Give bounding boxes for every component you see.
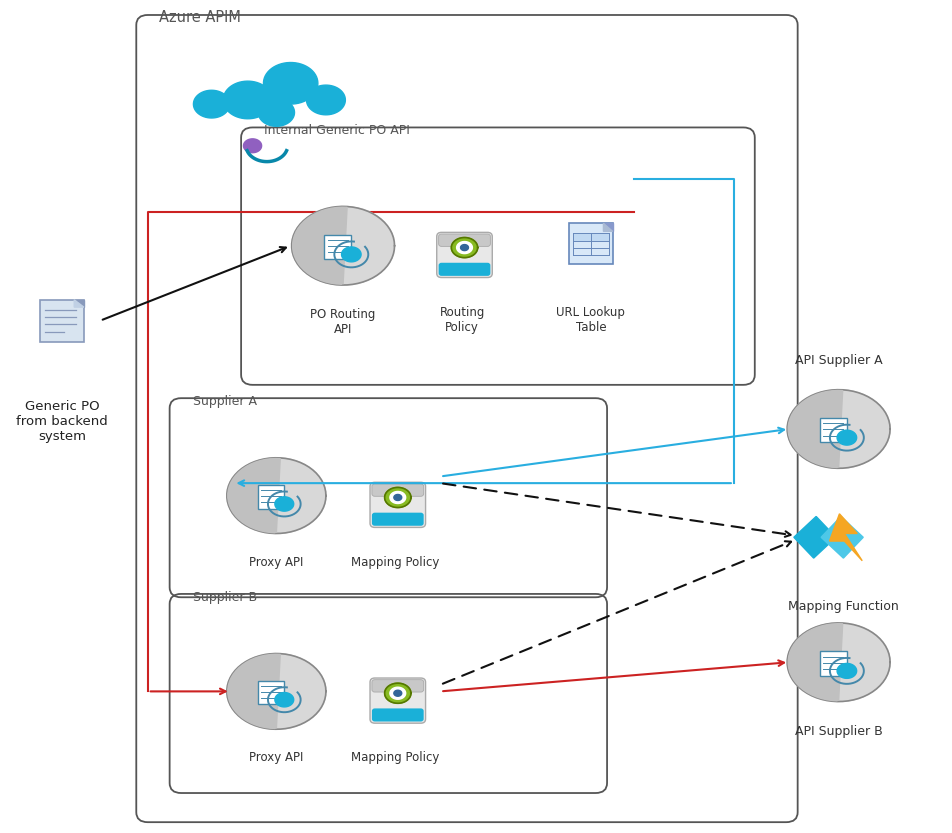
Polygon shape: [836, 430, 856, 445]
Text: Proxy API: Proxy API: [248, 751, 304, 765]
Text: URL Lookup
Table: URL Lookup Table: [556, 306, 625, 334]
Polygon shape: [786, 390, 889, 468]
Polygon shape: [836, 663, 856, 678]
Polygon shape: [786, 623, 889, 701]
Polygon shape: [274, 496, 293, 511]
FancyBboxPatch shape: [438, 234, 490, 247]
Text: Mapping Policy: Mapping Policy: [351, 751, 439, 765]
Polygon shape: [389, 491, 406, 503]
FancyBboxPatch shape: [371, 484, 424, 496]
Polygon shape: [292, 207, 347, 284]
Polygon shape: [307, 85, 345, 115]
FancyBboxPatch shape: [371, 708, 424, 721]
Text: Mapping Function: Mapping Function: [787, 600, 898, 613]
Polygon shape: [228, 654, 280, 729]
FancyBboxPatch shape: [568, 223, 612, 263]
Text: Mapping Policy: Mapping Policy: [351, 556, 439, 569]
Polygon shape: [258, 98, 294, 127]
Polygon shape: [393, 691, 402, 696]
Polygon shape: [828, 514, 862, 561]
Polygon shape: [243, 139, 262, 152]
Polygon shape: [74, 300, 84, 307]
FancyBboxPatch shape: [436, 232, 492, 277]
Text: API Supplier A: API Supplier A: [794, 353, 882, 367]
FancyBboxPatch shape: [438, 262, 490, 276]
Text: Supplier A: Supplier A: [192, 395, 256, 408]
FancyBboxPatch shape: [258, 681, 284, 704]
FancyBboxPatch shape: [572, 233, 608, 241]
FancyBboxPatch shape: [371, 680, 424, 692]
Polygon shape: [460, 245, 468, 251]
Polygon shape: [456, 242, 472, 253]
Text: Internal Generic PO API: Internal Generic PO API: [264, 124, 409, 137]
Polygon shape: [389, 687, 406, 699]
Polygon shape: [603, 223, 612, 232]
FancyBboxPatch shape: [369, 678, 426, 723]
FancyBboxPatch shape: [258, 485, 284, 508]
FancyBboxPatch shape: [40, 300, 84, 342]
Text: Azure APIM: Azure APIM: [159, 10, 241, 25]
Polygon shape: [385, 487, 410, 507]
Polygon shape: [274, 692, 293, 707]
Polygon shape: [821, 516, 863, 558]
Polygon shape: [793, 516, 835, 558]
FancyBboxPatch shape: [369, 482, 426, 527]
Polygon shape: [263, 62, 318, 104]
Polygon shape: [74, 300, 84, 307]
Polygon shape: [341, 247, 361, 262]
Polygon shape: [603, 223, 612, 232]
Text: PO Routing
API: PO Routing API: [310, 308, 375, 337]
FancyBboxPatch shape: [819, 651, 845, 676]
Polygon shape: [193, 90, 229, 118]
FancyBboxPatch shape: [371, 512, 424, 526]
Text: Proxy API: Proxy API: [248, 556, 304, 569]
Polygon shape: [787, 391, 842, 467]
Polygon shape: [385, 683, 410, 703]
Text: Generic PO
from backend
system: Generic PO from backend system: [16, 400, 108, 443]
Text: Supplier B: Supplier B: [192, 591, 256, 604]
Polygon shape: [223, 81, 272, 119]
Text: API Supplier B: API Supplier B: [794, 725, 882, 738]
Polygon shape: [227, 654, 326, 729]
Polygon shape: [291, 207, 394, 285]
FancyBboxPatch shape: [324, 235, 350, 259]
Polygon shape: [227, 458, 326, 533]
Text: Routing
Policy: Routing Policy: [439, 306, 485, 334]
Polygon shape: [393, 495, 402, 501]
FancyBboxPatch shape: [819, 418, 845, 442]
Polygon shape: [451, 237, 477, 257]
Polygon shape: [787, 624, 842, 701]
Polygon shape: [228, 458, 280, 533]
